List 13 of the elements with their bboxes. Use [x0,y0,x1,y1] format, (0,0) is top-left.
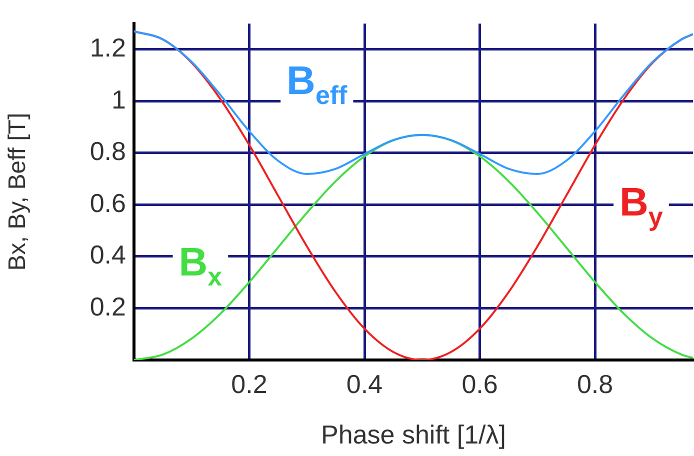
y-tick-label: 0.2 [90,291,126,322]
x-tick-label: 0.2 [231,368,268,399]
y-tick-label: 1.2 [90,32,126,63]
x-axis-title: Phase shift [1/λ] [321,420,506,450]
y-tick-label: 0.8 [90,136,126,166]
x-tick-label: 0.6 [462,368,498,399]
y-tick-label: 0.6 [90,188,126,218]
y-tick-label: 0.4 [90,240,126,270]
x-tick-label: 0.4 [346,368,383,399]
x-tick-label: 0.8 [576,368,614,399]
y-tick-label: 1 [112,84,126,114]
line-series [134,30,693,175]
y-axis-title: Bx, By, Beff [T] [4,112,32,271]
